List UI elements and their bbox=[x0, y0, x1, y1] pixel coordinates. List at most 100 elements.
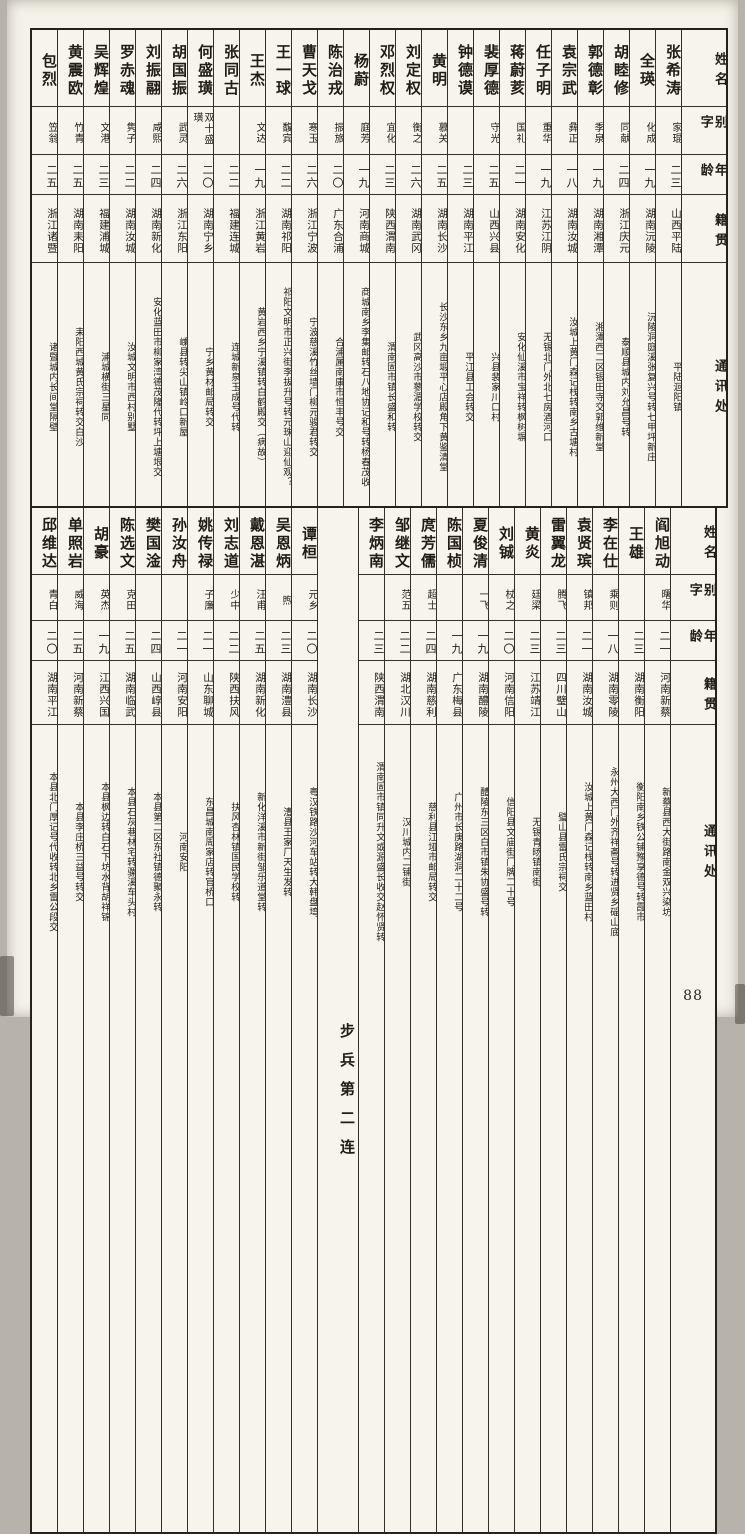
header-courtesy: 别字 bbox=[682, 106, 726, 154]
name-cell: 吴恩炳 bbox=[266, 508, 291, 574]
name-cell: 钟德谟 bbox=[448, 30, 473, 106]
courtesy-name-cell: 慕关 bbox=[422, 106, 447, 154]
age-cell: 二三 bbox=[448, 154, 473, 194]
name-cell: 裴厚德 bbox=[474, 30, 499, 106]
address-cell: 平江县工会转交 bbox=[448, 262, 473, 506]
courtesy-name-cell: 元乡 bbox=[292, 574, 317, 620]
name-cell: 单照岩 bbox=[58, 508, 83, 574]
native-place-cell: 湖南新化 bbox=[136, 194, 161, 262]
person-column: 曹天戈寒玉二六浙江宁波宁波慈溪竹丝墙门柳元骏君转交 bbox=[292, 30, 318, 506]
person-column: 罗赤魂隽子二二湖南汝城汝城文明市西村别墅 bbox=[110, 30, 136, 506]
person-column: 刘铖杖之二〇河南信阳信阳县文庙街门牌二十号 bbox=[489, 508, 515, 1532]
name-cell: 樊国淦 bbox=[136, 508, 161, 574]
age-cell: 二三 bbox=[359, 620, 384, 660]
courtesy-name-cell: 青白 bbox=[32, 574, 57, 620]
name-cell: 胡豪 bbox=[84, 508, 109, 574]
native-place-cell: 湖南耒阳 bbox=[58, 194, 83, 262]
person-column: 黄明慕关二五湖南长沙长沙东乡九亩塅平心店殿角下黄鉴清堂 bbox=[422, 30, 448, 506]
native-place-cell: 湖南汝城 bbox=[552, 194, 577, 262]
address-cell: 浦城横街三星同 bbox=[84, 262, 109, 506]
address-cell: 宁乡黄材邮局转交 bbox=[188, 262, 213, 506]
name-cell: 胡睦修 bbox=[604, 30, 629, 106]
courtesy-name-cell: 煦 bbox=[266, 574, 291, 620]
address-cell: 汉川城内二铺街 bbox=[385, 724, 410, 974]
person-column: 姚传禄子廉二一山东聊城东昌城南周家店转官桥口 bbox=[188, 508, 214, 1532]
courtesy-name-cell: 文达 bbox=[240, 106, 265, 154]
person-column: 黄炎廷梁二三江苏靖江无锡青旸镇南街 bbox=[515, 508, 541, 1532]
courtesy-name-cell: 隽子 bbox=[110, 106, 135, 154]
page-number: 88 bbox=[683, 988, 703, 1004]
courtesy-name-cell: 范五 bbox=[385, 574, 410, 620]
courtesy-name-cell: 少中 bbox=[214, 574, 239, 620]
age-cell: 一九 bbox=[578, 154, 603, 194]
address-cell: 河南安阳 bbox=[162, 724, 187, 974]
person-column: 胡豪英杰一九江西兴国本县枫边转白石下坊水背胡祥锦 bbox=[84, 508, 110, 1532]
name-cell: 孙汝舟 bbox=[162, 508, 187, 574]
person-column: 陈国桢一九广东梅县广州市长庚路湖洞二十二号 bbox=[437, 508, 463, 1532]
header-column: 姓名别字年龄籍贯通讯处 bbox=[671, 508, 715, 1532]
native-place-cell: 河南新蔡 bbox=[645, 660, 670, 724]
person-column: 孙汝舟二一河南安阳河南安阳 bbox=[162, 508, 188, 1532]
age-cell: 二四 bbox=[136, 154, 161, 194]
courtesy-name-cell: 宜化 bbox=[370, 106, 395, 154]
person-column: 李炳南二三陕西渭南渭南固市镇同升文或源盛长收交赵怀贤转 bbox=[359, 508, 385, 1532]
name-cell: 王杰 bbox=[240, 30, 265, 106]
person-column: 单照岩威海二五河南新蔡本县李庄桥三益号转交 bbox=[58, 508, 84, 1532]
native-place-cell: 河南信阳 bbox=[489, 660, 514, 724]
native-place-cell: 湖南沅陵 bbox=[630, 194, 655, 262]
name-cell: 陈选文 bbox=[110, 508, 135, 574]
person-column: 庹芳儒超士二四湖南慈利慈利县江垭市邮局转交 bbox=[411, 508, 437, 1532]
header-column: 姓名别字年龄籍贯通讯处 bbox=[682, 30, 726, 506]
age-cell: 二一 bbox=[645, 620, 670, 660]
age-cell: 一九 bbox=[526, 154, 551, 194]
courtesy-name-cell: 镇邦 bbox=[567, 574, 592, 620]
name-cell: 张希涛 bbox=[656, 30, 681, 106]
native-place-cell: 福建浦城 bbox=[84, 194, 109, 262]
native-place-cell: 湖南慈利 bbox=[411, 660, 436, 724]
courtesy-name-cell: 文港 bbox=[84, 106, 109, 154]
person-column: 张希涛家琨二三山西平陆平陆洄阳镇 bbox=[656, 30, 682, 506]
courtesy-name-cell: 寒玉 bbox=[292, 106, 317, 154]
person-column: 刘振翮咸熙二四湖南新化安化蓝田市柳家湾德茂隆代转坪上塘垠交 bbox=[136, 30, 162, 506]
courtesy-name-cell: 汪甫 bbox=[240, 574, 265, 620]
courtesy-name-cell: 家琨 bbox=[656, 106, 681, 154]
address-cell: 新蔡县西大街路南金双兴染坊 bbox=[645, 724, 670, 974]
courtesy-name-cell: 乘则 bbox=[593, 574, 618, 620]
native-place-cell: 湖南安化 bbox=[500, 194, 525, 262]
header-name: 姓名 bbox=[682, 30, 726, 106]
name-cell: 胡国振 bbox=[162, 30, 187, 106]
header-name: 姓名 bbox=[671, 508, 715, 574]
courtesy-name-cell: 季泉 bbox=[578, 106, 603, 154]
address-cell: 武冈高沙市蓼湄学校转交 bbox=[396, 262, 421, 506]
age-cell: 二〇 bbox=[188, 154, 213, 194]
courtesy-name-cell: 武灵 bbox=[162, 106, 187, 154]
address-cell: 商城南乡李集邮转石八地协记和号转杨春茂收 bbox=[344, 262, 369, 506]
name-cell: 全瑛 bbox=[630, 30, 655, 106]
person-column: 王一球馥宾二二湖南祁阳祁阳文明市正兴街李拔升号转元珠山迎仙观？ bbox=[266, 30, 292, 506]
age-cell: 二一 bbox=[567, 620, 592, 660]
person-column: 夏俊清一飞一九湖南醴陵醴陵东三区白市镇朱协盛号转 bbox=[463, 508, 489, 1532]
courtesy-name-cell: 双十盛璜 bbox=[188, 106, 213, 154]
courtesy-name-cell bbox=[162, 574, 187, 620]
native-place-cell: 湖南汝城 bbox=[567, 660, 592, 724]
address-cell: 连城新泉玉成号代转 bbox=[214, 262, 239, 506]
courtesy-name-cell: 衡之 bbox=[396, 106, 421, 154]
age-cell: 二六 bbox=[162, 154, 187, 194]
native-place-cell: 湖南澧县 bbox=[266, 660, 291, 724]
person-column: 黄震欧竹青二五湖南耒阳耒阳西城黄氏宗祠转交白沙 bbox=[58, 30, 84, 506]
native-place-cell: 江苏靖江 bbox=[515, 660, 540, 724]
header-native: 籍贯 bbox=[682, 194, 726, 262]
name-cell: 邹继文 bbox=[385, 508, 410, 574]
address-cell: 本县北门厚记号代收转北乡雷公段交 bbox=[32, 724, 57, 974]
name-cell: 黄震欧 bbox=[58, 30, 83, 106]
age-cell: 一九 bbox=[437, 620, 462, 660]
courtesy-name-cell: 重华 bbox=[526, 106, 551, 154]
age-cell: 二二 bbox=[214, 620, 239, 660]
native-place-cell: 浙江东阳 bbox=[162, 194, 187, 262]
age-cell: 二三 bbox=[84, 154, 109, 194]
person-column: 王雄二三湖南衡阳衡阳南乡铁公铺豫享德号转霞市 bbox=[619, 508, 645, 1532]
native-place-cell: 广东合浦 bbox=[318, 194, 343, 262]
person-column: 邓烈权宜化二三陕西渭南渭南固市镇长盛和转 bbox=[370, 30, 396, 506]
age-cell: 一九 bbox=[630, 154, 655, 194]
courtesy-name-cell bbox=[136, 574, 161, 620]
